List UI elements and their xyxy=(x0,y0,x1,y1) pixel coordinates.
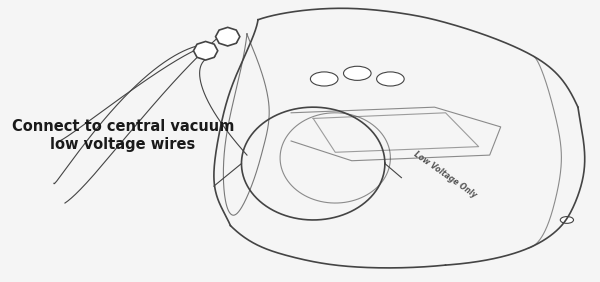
Circle shape xyxy=(344,66,371,80)
Polygon shape xyxy=(193,41,218,60)
Circle shape xyxy=(560,217,574,223)
Text: Connect to central vacuum
low voltage wires: Connect to central vacuum low voltage wi… xyxy=(11,119,234,151)
Polygon shape xyxy=(215,27,240,46)
Circle shape xyxy=(310,72,338,86)
Circle shape xyxy=(377,72,404,86)
Text: Low Voltage Only: Low Voltage Only xyxy=(412,150,479,200)
